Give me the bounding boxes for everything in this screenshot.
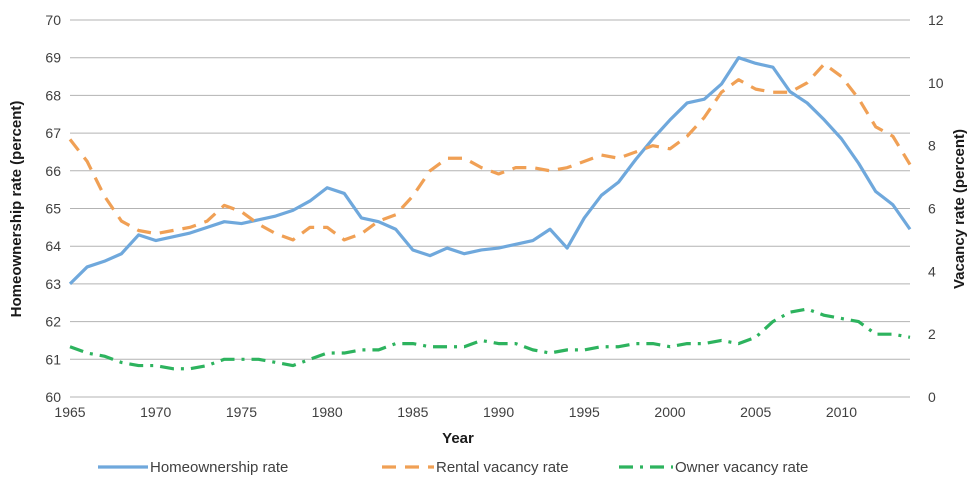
left-y-axis-title: Homeownership rate (percent): [8, 101, 25, 318]
x-tick-label: 1965: [54, 404, 85, 420]
x-tick-label: 1975: [226, 404, 257, 420]
right-y-tick-label: 10: [928, 75, 944, 91]
left-y-tick-label: 69: [45, 50, 61, 66]
right-y-tick-label: 0: [928, 389, 936, 405]
x-tick-label: 2000: [654, 404, 685, 420]
left-y-tick-label: 66: [45, 163, 61, 179]
legend-item-owner-vacancy: Owner vacancy rate: [619, 459, 808, 476]
x-tick-label: 2010: [826, 404, 857, 420]
right-y-tick-labels: 0 2 4 6 8 10 12: [928, 12, 944, 405]
left-y-tick-label: 64: [45, 238, 61, 254]
right-y-tick-label: 8: [928, 138, 936, 154]
x-tick-label: 1985: [397, 404, 428, 420]
legend: Homeownership rate Rental vacancy rate O…: [98, 459, 808, 476]
legend-item-homeownership: Homeownership rate: [98, 459, 288, 476]
right-y-axis-title: Vacancy rate (percent): [951, 129, 968, 289]
right-y-tick-label: 4: [928, 263, 936, 279]
left-y-tick-label: 60: [45, 389, 61, 405]
left-y-tick-label: 68: [45, 87, 61, 103]
x-tick-label: 1990: [483, 404, 514, 420]
owner-vacancy-rate-line: [69, 307, 911, 371]
left-y-tick-label: 61: [45, 351, 61, 367]
legend-item-rental-vacancy: Rental vacancy rate: [382, 459, 569, 476]
legend-label-rental-vacancy: Rental vacancy rate: [436, 459, 569, 476]
left-y-tick-labels: 60 61 62 63 64 65 66 67 68 69 70: [45, 12, 61, 405]
x-tick-labels: 1965 1970 1975 1980 1985 1990 1995 2000 2005 2010: [54, 404, 857, 420]
left-y-tick-label: 63: [45, 276, 61, 292]
gridlines: [70, 19, 910, 398]
legend-label-homeownership: Homeownership rate: [150, 459, 288, 476]
x-axis-title: Year: [442, 430, 474, 447]
x-tick-label: 2005: [740, 404, 771, 420]
left-y-tick-label: 70: [45, 12, 61, 28]
legend-label-owner-vacancy: Owner vacancy rate: [675, 459, 808, 476]
x-tick-label: 1970: [140, 404, 171, 420]
x-tick-label: 1995: [569, 404, 600, 420]
right-y-tick-label: 6: [928, 201, 936, 217]
series-lines: [68, 56, 912, 371]
left-y-tick-label: 65: [45, 201, 61, 217]
homeownership-rate-line: [68, 56, 912, 286]
x-tick-label: 1980: [312, 404, 343, 420]
right-y-tick-label: 12: [928, 12, 944, 28]
rental-vacancy-rate-line: [68, 62, 912, 242]
right-y-tick-label: 2: [928, 326, 936, 342]
left-y-tick-label: 67: [45, 125, 61, 141]
left-y-tick-label: 62: [45, 314, 61, 330]
